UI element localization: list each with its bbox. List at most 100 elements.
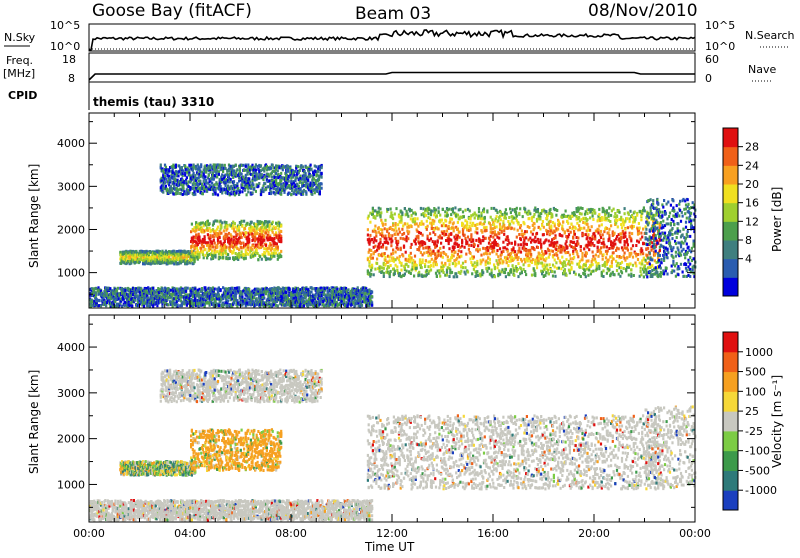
echo-cell — [371, 295, 373, 298]
echo-cell — [165, 178, 167, 181]
echo-cell — [204, 237, 206, 240]
nave-tick-bottom: 0 — [705, 72, 712, 85]
echo-cell — [336, 288, 338, 291]
echo-cell — [108, 296, 110, 299]
echo-cell — [280, 255, 282, 258]
echo-cell — [258, 182, 260, 185]
echo-cell — [385, 238, 387, 241]
echo-cell — [198, 233, 200, 236]
echo-cell — [283, 191, 285, 194]
echo-cell — [371, 291, 373, 294]
echo-cell — [165, 166, 167, 169]
echo-cell — [197, 190, 199, 193]
echo-cell — [391, 240, 393, 243]
echo-cell — [226, 305, 228, 308]
beam-title: Beam 03 — [355, 4, 431, 24]
echo-cell — [273, 237, 275, 240]
echo-cell — [307, 179, 309, 182]
echo-cell — [272, 164, 274, 167]
echo-cell — [199, 180, 201, 183]
echo-cell — [280, 225, 282, 228]
echo-cell — [243, 220, 245, 223]
echo-cell — [290, 193, 292, 196]
echo-cell — [395, 227, 397, 230]
echo-cell — [248, 288, 250, 291]
echo-cell — [131, 304, 133, 307]
echo-cell — [357, 286, 359, 289]
echo-cell — [270, 167, 272, 170]
echo-cell — [374, 245, 376, 248]
echo-cell — [207, 233, 209, 236]
echo-cell — [245, 165, 247, 168]
echo-cell — [186, 176, 188, 179]
echo-cell — [241, 190, 243, 193]
echo-cell — [261, 258, 263, 261]
echo-cell — [370, 273, 372, 276]
echo-cell — [379, 241, 381, 244]
echo-cell — [247, 190, 249, 193]
echo-cell — [373, 273, 375, 276]
echo-cell — [256, 174, 258, 177]
echo-cell — [289, 287, 291, 290]
echo-cell — [214, 192, 216, 195]
echo-cell — [105, 304, 107, 307]
echo-cell — [167, 303, 169, 306]
echo-cell — [376, 258, 378, 261]
echo-cell — [190, 164, 192, 167]
echo-cell — [251, 221, 253, 224]
echo-cell — [376, 262, 378, 265]
echo-cell — [374, 217, 376, 220]
echo-cell — [188, 191, 190, 194]
echo-cell — [207, 220, 209, 223]
echo-cell — [227, 253, 229, 256]
echo-cell — [384, 219, 386, 222]
echo-cell — [229, 181, 231, 184]
echo-cell — [369, 221, 371, 224]
echo-cell — [216, 220, 218, 223]
cpid-label: CPID — [8, 89, 37, 102]
echo-cell — [255, 169, 257, 172]
echo-cell — [162, 191, 164, 194]
echo-cell — [252, 183, 254, 186]
echo-cell — [374, 268, 376, 271]
echo-cell — [260, 193, 262, 196]
echo-cell — [236, 168, 238, 171]
nave-label: Nave — [748, 63, 776, 76]
echo-cell — [225, 246, 227, 249]
echo-cell — [367, 234, 369, 237]
echo-cell — [178, 165, 180, 168]
echo-cell — [389, 256, 391, 259]
echo-cell — [390, 244, 392, 247]
echo-cell — [204, 175, 206, 178]
echo-cell — [220, 185, 222, 188]
echo-cell — [195, 229, 197, 232]
echo-cell — [203, 245, 205, 248]
nsky-panel-frame — [89, 24, 695, 51]
echo-cell — [134, 299, 136, 302]
echo-cell — [395, 230, 397, 233]
echo-cell — [263, 170, 265, 173]
echo-cell — [268, 179, 270, 182]
echo-cell — [245, 248, 247, 251]
echo-cell — [194, 193, 196, 196]
echo-cell — [381, 229, 383, 232]
echo-cell — [262, 178, 264, 181]
echo-cell — [182, 186, 184, 189]
echo-cell — [273, 294, 275, 297]
echo-cell — [217, 226, 219, 229]
echo-cell — [369, 234, 371, 237]
echo-cell — [321, 176, 323, 179]
echo-cell — [374, 225, 376, 228]
echo-cell — [394, 270, 396, 273]
date-title: 08/Nov/2010 — [588, 1, 698, 21]
echo-cell — [239, 191, 241, 194]
echo-cell — [321, 183, 323, 186]
echo-cell — [245, 232, 247, 235]
freq-trace — [89, 73, 695, 81]
echo-cell — [378, 246, 380, 249]
echo-cell — [224, 240, 226, 243]
freq-unit-label: [MHz] — [3, 67, 35, 80]
echo-cell — [270, 244, 272, 247]
